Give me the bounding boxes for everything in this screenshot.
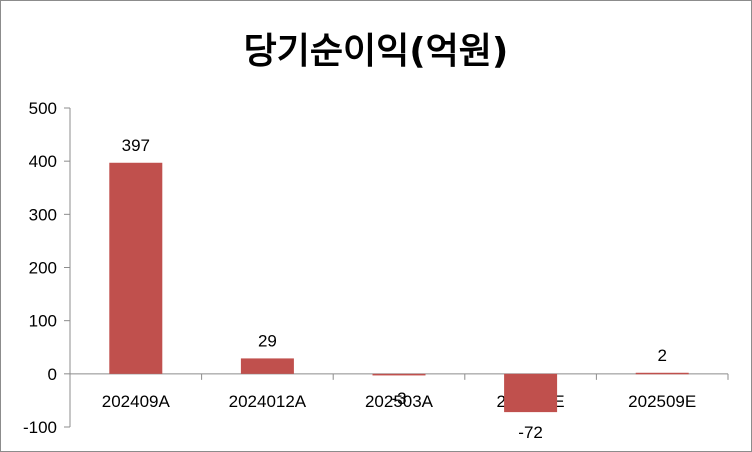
data-label: -3 [391, 389, 406, 408]
y-tick-label: 500 [29, 99, 57, 118]
x-tick-label: 202509E [628, 392, 696, 411]
bar-202509E [635, 372, 689, 375]
chart-title: 당기순이익(억원) [243, 31, 509, 72]
bars [109, 162, 689, 413]
y-tick-label: 200 [29, 259, 57, 278]
bar-202503A [372, 373, 426, 376]
y-tick-label: 400 [29, 152, 57, 171]
y-tick-label: -100 [23, 418, 57, 437]
data-label: 29 [258, 331, 277, 350]
data-label: -72 [518, 423, 543, 442]
y-tick-label: 100 [29, 312, 57, 331]
y-tick-label: 300 [29, 205, 57, 224]
data-label: 397 [122, 136, 150, 155]
x-tick-label: 202409A [102, 392, 171, 411]
bar-2024012A [240, 358, 294, 374]
data-labels: 397 29 -3 -72 2 [122, 136, 667, 442]
x-tick-label: 202503A [365, 392, 434, 411]
bar-202409A [109, 162, 163, 374]
data-label: 2 [657, 346, 666, 365]
x-tick-label: 2024012A [229, 392, 307, 411]
y-tick-label: 0 [48, 365, 57, 384]
bar-202506E [504, 373, 558, 413]
